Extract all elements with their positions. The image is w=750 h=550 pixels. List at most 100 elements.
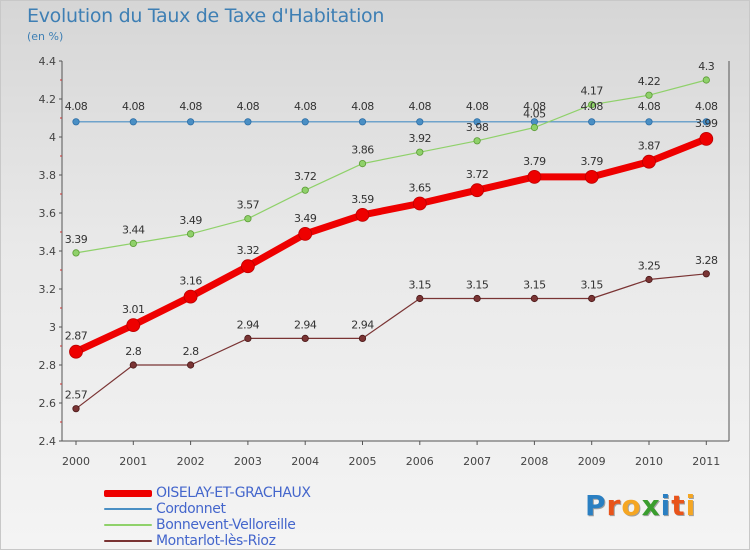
y-tick-label: 4.2 [39,93,57,106]
data-label-cordonnet: 4.08 [638,100,661,113]
logo-letter: o [621,489,642,522]
data-point-montarlot-les-rioz [588,294,596,303]
data-label-montarlot-les-rioz: 2.94 [351,318,374,331]
legend-item: OISELAY-ET-GRACHAUX [104,485,311,501]
x-tick-label: 2002 [177,455,205,468]
data-point-montarlot-les-rioz [301,334,309,342]
y-tick-label: 3.6 [39,207,57,220]
series-line-montarlot-les-rioz [75,273,707,410]
data-label-cordonnet: 4.08 [466,100,489,113]
data-label-bonnevent-velloreille: 3.39 [65,233,88,246]
proxiti-logo: Proxiti [585,489,696,522]
data-label-bonnevent-velloreille: 3.98 [466,121,489,134]
data-point-cordonnet [702,118,710,126]
data-label-oiselay-et-grachaux: 3.87 [638,140,661,153]
data-point-montarlot-les-rioz [645,275,653,284]
x-tick-label: 2001 [119,455,147,468]
data-label-bonnevent-velloreille: 4.05 [523,108,546,121]
legend-item: Cordonnet [104,501,311,517]
data-point-cordonnet [301,118,309,126]
series-line-bonnevent-velloreille [75,79,707,254]
data-label-bonnevent-velloreille: 4.3 [698,60,714,73]
data-point-montarlot-les-rioz [702,270,710,278]
data-label-cordonnet: 4.08 [523,100,546,113]
data-label-montarlot-les-rioz: 3.15 [580,279,603,292]
data-label-oiselay-et-grachaux: 2.87 [65,330,88,343]
data-point-bonnevent-velloreille [72,249,80,257]
data-label-oiselay-et-grachaux: 3.59 [351,193,374,206]
data-point-montarlot-les-rioz [244,334,252,342]
data-point-bonnevent-velloreille [645,91,653,99]
data-label-cordonnet: 4.08 [351,100,374,113]
x-tick-label: 2010 [635,455,663,468]
data-point-oiselay-et-grachaux [412,196,427,211]
data-label-bonnevent-velloreille: 3.86 [351,144,374,157]
y-tick-label: 2.8 [39,359,57,372]
data-point-oiselay-et-grachaux [69,344,83,359]
data-label-cordonnet: 4.08 [65,100,88,113]
data-point-oiselay-et-grachaux [642,154,656,169]
data-label-cordonnet: 4.08 [580,100,603,113]
logo-letter: r [606,489,622,522]
logo-letter: i [660,489,672,522]
legend-item: Bonnevent-Velloreille [104,517,311,533]
chart-subtitle: (en %) [27,30,64,43]
data-point-bonnevent-velloreille [244,215,252,223]
y-tick-label: 2.6 [39,397,57,410]
data-point-montarlot-les-rioz [358,334,367,342]
y-tick-label: 4 [49,131,56,144]
data-point-cordonnet [645,118,653,126]
data-label-cordonnet: 4.08 [179,100,202,113]
data-point-montarlot-les-rioz [72,405,80,413]
data-point-bonnevent-velloreille [358,160,367,168]
data-point-montarlot-les-rioz [416,294,424,303]
series-line-oiselay-et-grachaux [72,135,710,356]
x-tick-label: 2007 [463,455,491,468]
data-label-cordonnet: 4.08 [409,100,432,113]
x-tick-label: 2003 [234,455,262,468]
data-label-cordonnet: 4.08 [294,100,317,113]
y-tick-label: 2.4 [39,435,57,448]
data-label-oiselay-et-grachaux: 3.01 [122,303,145,316]
data-point-cordonnet [187,118,195,126]
data-point-cordonnet [129,118,137,126]
data-point-oiselay-et-grachaux [527,169,542,184]
legend-item: Montarlot-lès-Rioz [104,533,311,549]
data-label-oiselay-et-grachaux: 3.72 [466,168,489,181]
data-label-oiselay-et-grachaux: 3.79 [523,155,546,168]
x-tick-label: 2008 [520,455,548,468]
data-point-oiselay-et-grachaux [355,207,370,222]
data-label-bonnevent-velloreille: 3.57 [237,199,260,212]
legend-label: Montarlot-lès-Rioz [156,533,276,549]
data-point-montarlot-les-rioz [530,294,539,303]
legend-label: Bonnevent-Velloreille [156,517,296,533]
data-label-montarlot-les-rioz: 3.25 [638,260,661,273]
data-point-cordonnet [588,118,596,126]
x-tick-label: 2005 [349,455,377,468]
data-point-oiselay-et-grachaux [298,226,313,241]
data-point-oiselay-et-grachaux [470,183,485,198]
logo-letter: x [641,489,661,522]
x-tick-label: 2004 [291,455,319,468]
data-point-oiselay-et-grachaux [183,289,198,304]
legend-label: OISELAY-ET-GRACHAUX [156,485,311,501]
data-label-montarlot-les-rioz: 3.28 [695,254,718,267]
data-point-bonnevent-velloreille [129,239,137,247]
data-label-montarlot-les-rioz: 2.8 [183,345,199,358]
data-point-oiselay-et-grachaux [126,318,141,333]
data-label-bonnevent-velloreille: 4.22 [638,75,661,88]
y-tick-label: 3.2 [39,283,57,296]
data-label-montarlot-les-rioz: 3.15 [409,279,432,292]
logo-letter: t [671,489,686,522]
x-tick-label: 2009 [578,455,606,468]
data-point-bonnevent-velloreille [473,137,481,145]
data-label-cordonnet: 4.08 [122,100,145,113]
data-point-cordonnet [358,118,367,126]
logo-letter: P [585,489,607,522]
y-tick-label: 3 [49,321,56,334]
data-point-bonnevent-velloreille [530,123,539,132]
legend-swatch [104,508,152,510]
data-point-cordonnet [244,118,252,126]
